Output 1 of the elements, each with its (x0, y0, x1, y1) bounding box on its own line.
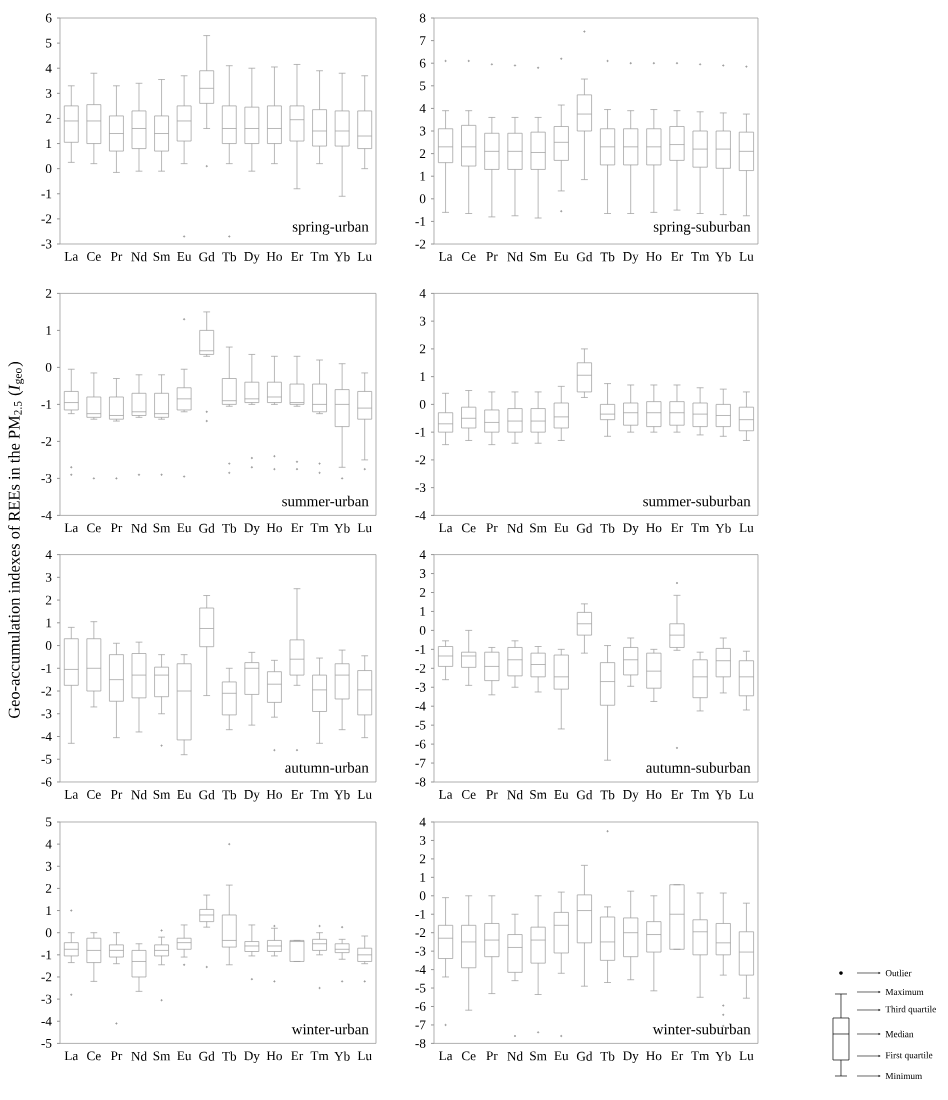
y-axis-title: Geo-accumulation indexes of REEs in the PM$_{2.5}$ (I$_{geo}$) (7, 362, 25, 719)
